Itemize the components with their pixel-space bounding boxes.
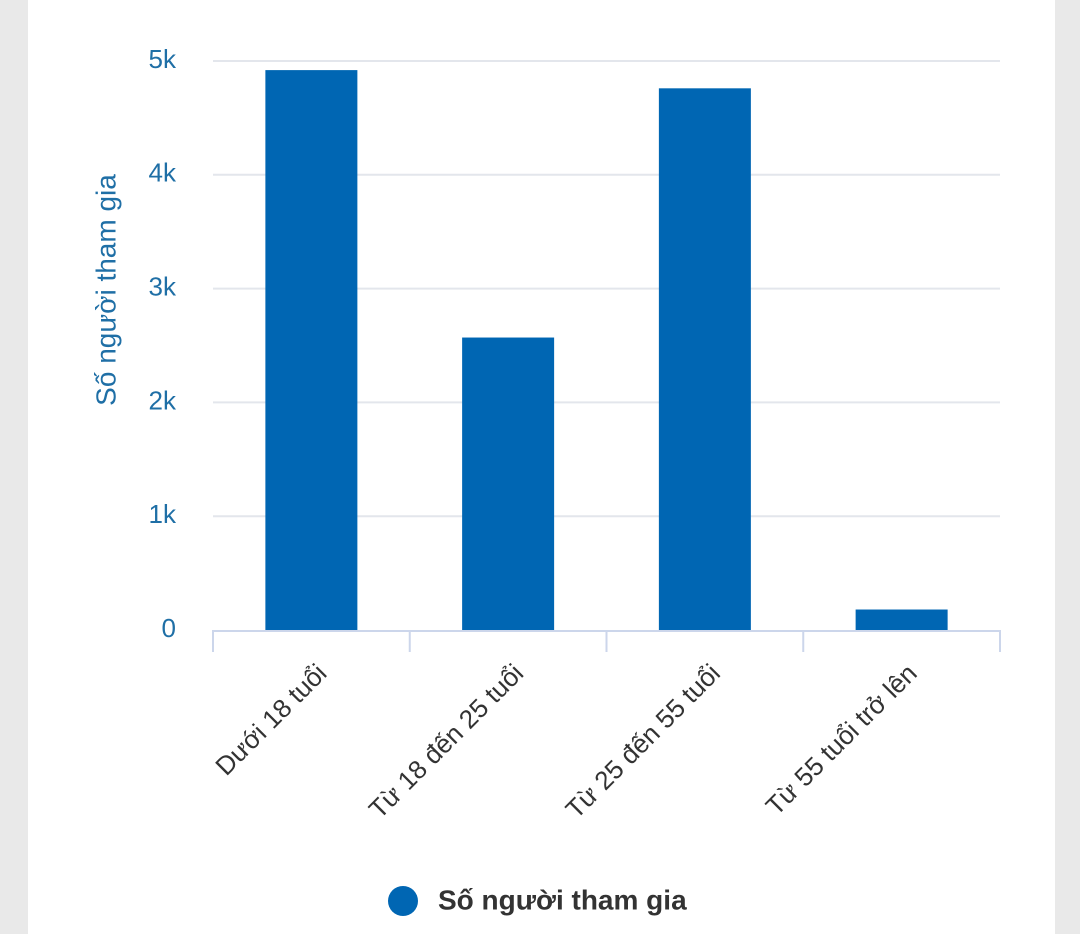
bar xyxy=(855,609,948,630)
bar xyxy=(265,70,358,630)
y-tick-label: 3k xyxy=(149,271,177,301)
bar xyxy=(462,337,555,630)
y-tick-label: 5k xyxy=(149,44,177,74)
y-tick-label: 2k xyxy=(149,385,177,415)
bar xyxy=(658,88,751,630)
legend-marker xyxy=(388,886,418,916)
y-tick-label: 4k xyxy=(149,158,177,188)
y-tick-label: 1k xyxy=(149,499,177,529)
y-axis-title: Số người tham gia xyxy=(90,174,121,406)
legend-label: Số người tham gia xyxy=(438,884,687,915)
y-tick-label: 0 xyxy=(162,613,176,643)
